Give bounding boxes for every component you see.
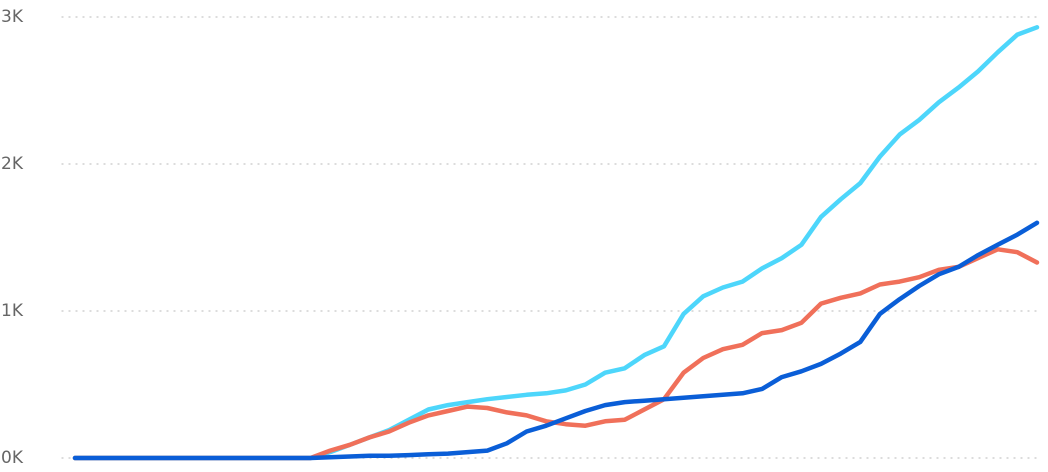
y-tick-label: 3K — [1, 7, 24, 27]
y-tick-label: 0K — [1, 448, 24, 468]
series-line — [72, 25, 1040, 461]
series-line — [72, 220, 1040, 461]
y-tick-label: 1K — [1, 301, 24, 321]
series-line — [72, 247, 1040, 461]
y-tick-label: 2K — [1, 154, 24, 174]
